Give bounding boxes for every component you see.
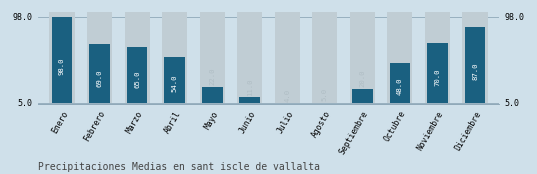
Bar: [87, 12, 112, 102]
Bar: [275, 12, 300, 102]
Text: 4.0: 4.0: [284, 89, 291, 102]
Bar: [127, 47, 148, 102]
Text: 20.0: 20.0: [359, 70, 365, 87]
Bar: [89, 44, 110, 102]
Bar: [312, 12, 337, 102]
Text: 54.0: 54.0: [172, 75, 178, 92]
Bar: [350, 12, 375, 102]
Bar: [427, 43, 448, 102]
Text: 11.0: 11.0: [246, 78, 253, 96]
Text: 69.0: 69.0: [97, 69, 103, 86]
Bar: [465, 27, 485, 102]
Bar: [277, 102, 297, 104]
Text: 87.0: 87.0: [472, 62, 478, 80]
Bar: [387, 12, 412, 102]
Bar: [202, 87, 222, 102]
Text: 98.0: 98.0: [59, 58, 65, 75]
Bar: [125, 12, 150, 102]
Bar: [352, 89, 373, 102]
Text: 22.0: 22.0: [209, 68, 215, 85]
Text: 5.0: 5.0: [322, 88, 328, 101]
Text: 70.0: 70.0: [434, 69, 440, 86]
Text: 48.0: 48.0: [397, 77, 403, 95]
Bar: [389, 63, 410, 102]
Bar: [462, 12, 488, 102]
Text: 65.0: 65.0: [134, 71, 140, 88]
Text: Precipitaciones Medias en sant iscle de vallalta: Precipitaciones Medias en sant iscle de …: [38, 162, 320, 172]
Bar: [162, 12, 187, 102]
Bar: [425, 12, 450, 102]
Bar: [200, 12, 225, 102]
Bar: [164, 57, 185, 102]
Bar: [49, 12, 75, 102]
Bar: [237, 12, 262, 102]
Bar: [240, 97, 260, 102]
Bar: [52, 17, 72, 102]
